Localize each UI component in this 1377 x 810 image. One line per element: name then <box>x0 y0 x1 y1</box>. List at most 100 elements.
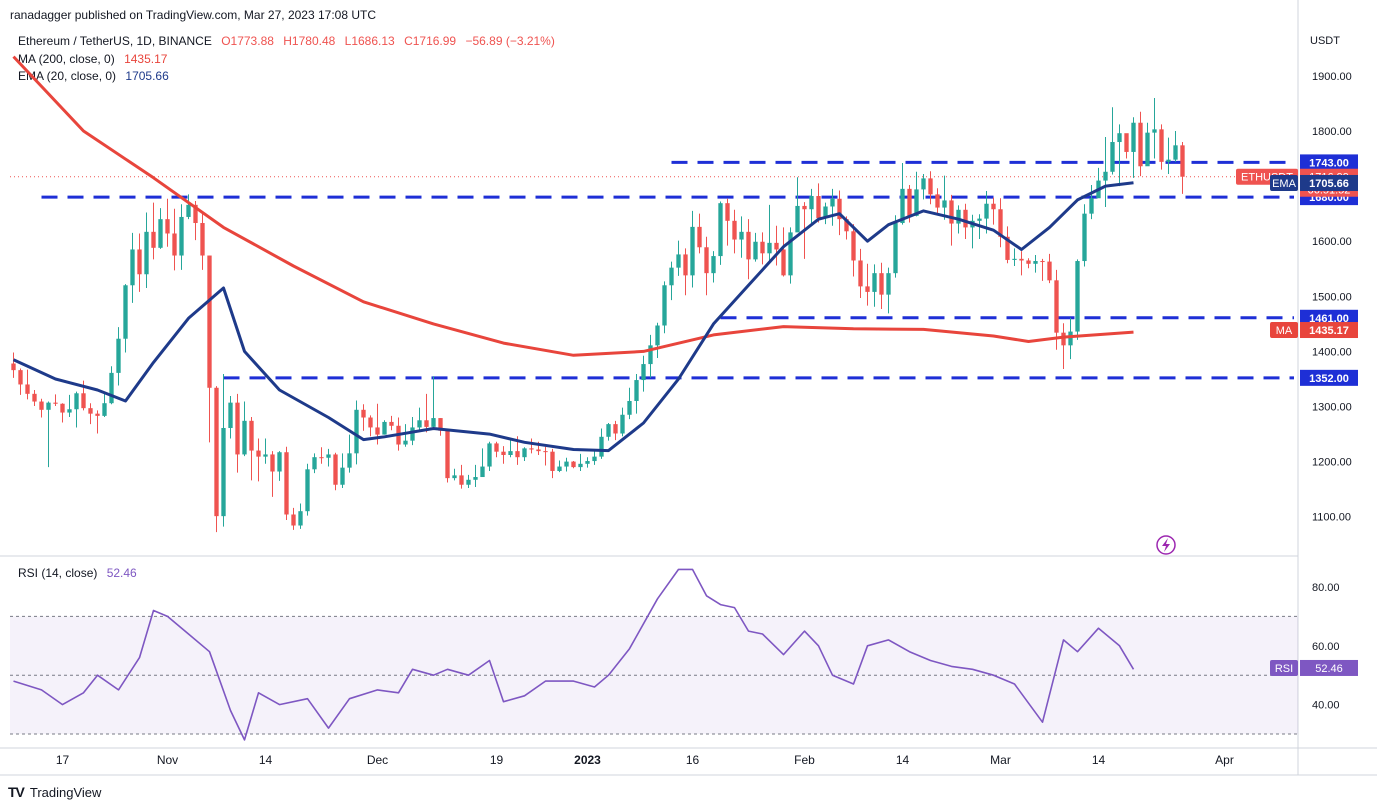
candle-body <box>648 345 653 365</box>
candle-body <box>235 402 240 455</box>
candle-body <box>1061 332 1066 346</box>
candle-body <box>578 463 583 468</box>
level-price-label: 1352.00 <box>1309 373 1349 385</box>
candle-body <box>60 403 65 413</box>
candle-body <box>67 409 72 413</box>
candle-body <box>424 420 429 427</box>
candle-body <box>431 418 436 427</box>
candle-body <box>718 203 723 257</box>
candle-body <box>312 457 317 470</box>
candle-body <box>935 194 940 208</box>
ema20-line <box>12 181 1134 453</box>
candle-body <box>452 475 457 479</box>
candle-body <box>39 401 44 410</box>
tradingview-logo-icon: TV <box>8 784 25 800</box>
candle-body <box>795 205 800 233</box>
candle-body <box>599 436 604 457</box>
candle-body <box>1117 133 1122 143</box>
ema-legend[interactable]: EMA (20, close, 0) 1705.66 <box>18 69 169 83</box>
candle-body <box>606 424 611 437</box>
candle-body <box>11 363 16 371</box>
ema-legend-value: 1705.66 <box>125 69 169 83</box>
level-price-label: 1461.00 <box>1309 313 1349 325</box>
symbol-name[interactable]: Ethereum / TetherUS, 1D, BINANCE <box>18 34 212 48</box>
tradingview-footer[interactable]: TV TradingView <box>8 784 101 800</box>
ema-price-tag-text: EMA <box>1272 178 1297 190</box>
ma-price-tag <box>1270 322 1298 339</box>
candle-body <box>410 427 415 441</box>
rsi-value-label: 52.46 <box>1315 663 1343 675</box>
candle-body <box>809 196 814 210</box>
candle-body <box>18 370 23 385</box>
ma-price-value: 1435.17 <box>1309 325 1349 337</box>
rsi-legend-value: 52.46 <box>106 566 137 580</box>
candle-body <box>1103 171 1108 181</box>
candle-body <box>956 209 961 224</box>
candle-body <box>137 249 142 275</box>
candle-body <box>172 233 177 256</box>
ma-legend[interactable]: MA (200, close, 0) 1435.17 <box>18 52 167 66</box>
y-tick-label: 1400.00 <box>1312 346 1352 358</box>
candle-body <box>417 420 422 428</box>
candle-body <box>1005 236 1010 260</box>
candle-body <box>403 440 408 445</box>
candle-body <box>830 198 835 207</box>
candle-body <box>907 188 912 216</box>
y-tick-label: 1900.00 <box>1312 71 1352 83</box>
candle-body <box>921 178 926 190</box>
candle-body <box>193 204 198 224</box>
ema-price-value: 1705.66 <box>1309 178 1349 190</box>
candle-body <box>438 418 443 431</box>
candle-body <box>277 452 282 472</box>
candle-body <box>88 408 93 414</box>
candle-body <box>459 475 464 485</box>
candle-body <box>445 430 450 479</box>
candle-body <box>116 338 121 373</box>
rsi-legend[interactable]: RSI (14, close) 52.46 <box>18 566 137 580</box>
x-tick-label: 14 <box>1092 753 1106 767</box>
candle-body <box>1026 260 1031 264</box>
candle-body <box>319 457 324 459</box>
candle-body <box>340 467 345 485</box>
x-tick-label: Dec <box>367 753 388 767</box>
candle-body <box>662 285 667 326</box>
change-value: −56.89 (−3.21%) <box>465 34 555 48</box>
candle-body <box>529 448 534 450</box>
candle-body <box>200 223 205 256</box>
candle-body <box>690 226 695 276</box>
candle-body <box>998 209 1003 237</box>
rsi-value-box <box>1300 659 1358 676</box>
candle-body <box>557 466 562 471</box>
candle-body <box>1075 261 1080 332</box>
candle-body <box>655 325 660 346</box>
candle-body <box>977 218 982 221</box>
candle-body <box>816 196 821 219</box>
candle-body <box>788 232 793 276</box>
ma200-line <box>12 55 1134 357</box>
candle-body <box>928 178 933 195</box>
candle-body <box>368 417 373 428</box>
candle-body <box>361 409 366 418</box>
candle-body <box>1047 261 1052 281</box>
candle-body <box>1068 331 1073 346</box>
candle-body <box>144 231 149 275</box>
candle-body <box>501 451 506 455</box>
candle-body <box>1019 258 1024 261</box>
candle-body <box>1089 198 1094 214</box>
candle-body <box>571 461 576 468</box>
candle-body <box>844 219 849 232</box>
level-price-box <box>1300 154 1358 171</box>
candle-body <box>354 409 359 454</box>
candle-body <box>326 454 331 458</box>
candle-body <box>1138 122 1143 167</box>
ema-price-tag <box>1270 174 1298 191</box>
candle-body <box>298 511 303 526</box>
rsi-tick-label: 60.00 <box>1312 641 1340 653</box>
candle-body <box>375 427 380 435</box>
x-tick-label: Apr <box>1215 753 1234 767</box>
candle-body <box>221 427 226 517</box>
y-tick-label: 1600.00 <box>1312 236 1352 248</box>
low-value: L1686.13 <box>344 34 395 48</box>
candle-body <box>676 254 681 268</box>
